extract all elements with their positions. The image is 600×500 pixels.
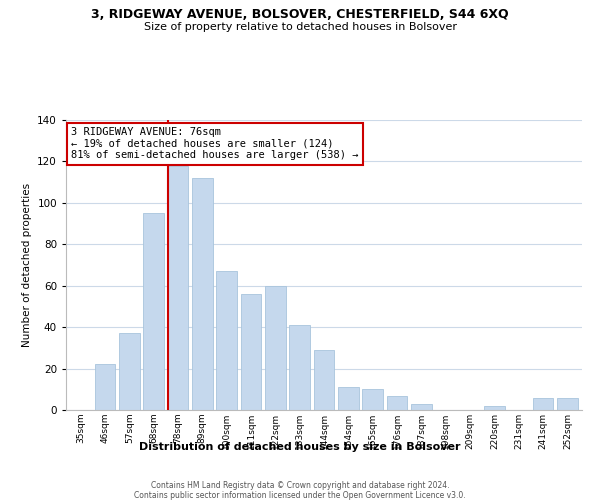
Text: Contains public sector information licensed under the Open Government Licence v3: Contains public sector information licen… — [134, 491, 466, 500]
Bar — [167, 166, 188, 410]
Bar — [265, 286, 286, 410]
Bar — [362, 390, 383, 410]
Bar — [338, 387, 359, 410]
Y-axis label: Number of detached properties: Number of detached properties — [22, 183, 32, 347]
Bar — [241, 294, 262, 410]
Bar — [216, 271, 237, 410]
Text: Distribution of detached houses by size in Bolsover: Distribution of detached houses by size … — [139, 442, 461, 452]
Bar — [289, 325, 310, 410]
Bar — [119, 334, 140, 410]
Bar — [411, 404, 432, 410]
Text: Size of property relative to detached houses in Bolsover: Size of property relative to detached ho… — [143, 22, 457, 32]
Bar — [192, 178, 212, 410]
Bar — [484, 406, 505, 410]
Text: 3, RIDGEWAY AVENUE, BOLSOVER, CHESTERFIELD, S44 6XQ: 3, RIDGEWAY AVENUE, BOLSOVER, CHESTERFIE… — [91, 8, 509, 20]
Bar — [533, 398, 553, 410]
Bar — [386, 396, 407, 410]
Text: 3 RIDGEWAY AVENUE: 76sqm
← 19% of detached houses are smaller (124)
81% of semi-: 3 RIDGEWAY AVENUE: 76sqm ← 19% of detach… — [71, 127, 359, 160]
Bar — [95, 364, 115, 410]
Bar — [143, 213, 164, 410]
Text: Contains HM Land Registry data © Crown copyright and database right 2024.: Contains HM Land Registry data © Crown c… — [151, 481, 449, 490]
Bar — [314, 350, 334, 410]
Bar — [557, 398, 578, 410]
